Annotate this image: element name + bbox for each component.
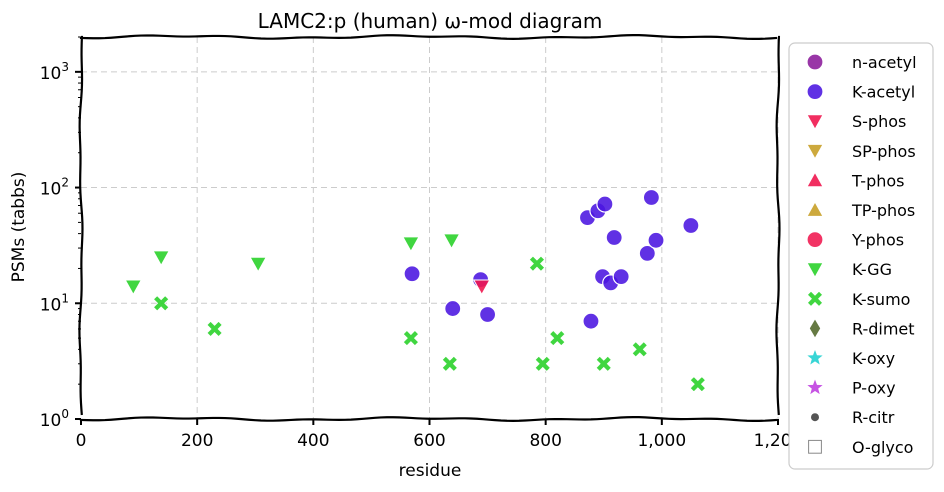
y-tick-label: 100 — [40, 407, 69, 431]
legend-item-t-phos: T-phos — [806, 171, 905, 190]
data-point-k-acetyl — [403, 265, 421, 283]
legend-label: S-phos — [852, 112, 906, 131]
legend-label: TP-phos — [851, 201, 915, 220]
legend-box — [788, 42, 934, 470]
legend-label: K-GG — [852, 260, 892, 279]
data-point-k-gg — [152, 250, 171, 267]
data-point-s-phos — [472, 279, 491, 296]
data-point-k-sumo — [631, 341, 648, 358]
legend-marker-s-phos — [806, 114, 824, 131]
data-point-k-sumo — [152, 295, 170, 312]
legend-label: R-dimet — [852, 319, 915, 338]
data-point-k-acetyl — [596, 195, 614, 213]
legend-marker-k-sumo — [806, 290, 824, 307]
x-tick-label: 200 — [181, 431, 213, 451]
legend-label: K-acetyl — [852, 83, 915, 102]
legend-item-o-glyco: O-glyco — [808, 438, 913, 457]
legend-item-k-acetyl: K-acetyl — [806, 82, 915, 102]
legend-marker-n-acetyl — [806, 53, 824, 71]
legend-item-p-oxy: P-oxy — [807, 379, 896, 398]
y-tick-label: 102 — [40, 176, 69, 200]
legend-label: T-phos — [851, 171, 905, 190]
data-point-k-acetyl — [478, 305, 497, 324]
data-point-k-acetyl — [612, 268, 630, 286]
legend-label: SP-phos — [852, 142, 916, 161]
legend-marker-t-phos — [806, 171, 824, 188]
legend-marker-r-citr — [811, 413, 819, 422]
legend-marker-o-glyco — [808, 439, 822, 454]
legend: n-acetyl K-acetyl S-phos SP-phos T-phos TP-ph… — [788, 42, 934, 470]
legend-item-r-citr: R-citr — [811, 408, 895, 427]
data-point-k-acetyl — [605, 228, 623, 247]
x-axis-label: residue — [399, 461, 462, 481]
data-point-k-acetyl — [682, 216, 700, 235]
x-tick-label: 800 — [529, 431, 561, 451]
data-point-k-sumo — [528, 255, 546, 272]
legend-item-n-acetyl: n-acetyl — [806, 53, 917, 72]
x-tick-label: 400 — [297, 431, 329, 451]
chart-title: LAMC2:p (human) ω-mod diagram — [258, 9, 603, 33]
data-point-k-sumo — [549, 329, 566, 347]
legend-marker-r-dimet — [809, 319, 821, 338]
legend-item-tp-phos: TP-phos — [806, 200, 915, 220]
data-point-k-sumo — [689, 375, 707, 393]
legend-item-k-sumo: K-sumo — [806, 290, 910, 309]
frame-top — [79, 33, 778, 41]
data-point-k-acetyl — [647, 231, 665, 249]
y-axis-label: PSMs (tabbs) — [9, 172, 29, 283]
data-point-k-gg — [402, 236, 420, 253]
legend-item-s-phos: S-phos — [806, 112, 906, 131]
data-point-k-acetyl — [642, 188, 660, 207]
legend-item-y-phos: Y-phos — [806, 231, 904, 250]
data-layer — [124, 188, 707, 393]
legend-marker-p-oxy — [807, 379, 823, 395]
data-point-k-gg — [249, 256, 268, 273]
data-point-k-sumo — [534, 355, 551, 372]
y-tick-label: 101 — [40, 291, 69, 315]
legend-item-sp-phos: SP-phos — [806, 142, 916, 161]
legend-item-k-oxy: K-oxy — [807, 349, 895, 368]
legend-item-k-gg: K-GG — [806, 260, 892, 279]
data-point-k-sumo — [441, 355, 458, 372]
x-tick-label: 0 — [76, 431, 87, 451]
legend-label: n-acetyl — [852, 53, 917, 72]
legend-label: R-citr — [852, 408, 895, 427]
data-point-k-acetyl — [582, 312, 600, 330]
legend-marker-k-acetyl — [806, 82, 824, 101]
data-point-k-acetyl — [444, 299, 462, 318]
data-point-k-sumo — [402, 329, 420, 347]
legend-marker-tp-phos — [806, 200, 824, 217]
frame-right — [775, 35, 781, 416]
legend-marker-k-gg — [806, 262, 824, 279]
y-tick-label: 103 — [40, 60, 69, 84]
legend-label: Y-phos — [851, 231, 904, 250]
data-point-k-sumo — [595, 355, 612, 372]
x-tick-label: 1,000 — [637, 431, 686, 451]
legend-label: K-sumo — [852, 290, 910, 309]
data-point-k-gg — [124, 279, 143, 296]
legend-item-r-dimet: R-dimet — [809, 319, 915, 338]
frame-bottom — [79, 415, 778, 423]
legend-marker-sp-phos — [806, 143, 824, 160]
data-point-k-sumo — [206, 320, 223, 338]
legend-label: K-oxy — [852, 349, 895, 368]
plot-frame — [78, 33, 781, 423]
data-point-k-gg — [442, 233, 461, 250]
grid-layer — [81, 37, 779, 419]
data-point-k-acetyl — [638, 244, 656, 262]
legend-marker-k-oxy — [807, 350, 823, 365]
x-tick-label: 600 — [413, 431, 445, 451]
legend-marker-y-phos — [806, 231, 824, 249]
legend-label: P-oxy — [852, 379, 896, 398]
legend-label: O-glyco — [852, 438, 913, 457]
frame-left — [78, 35, 84, 416]
